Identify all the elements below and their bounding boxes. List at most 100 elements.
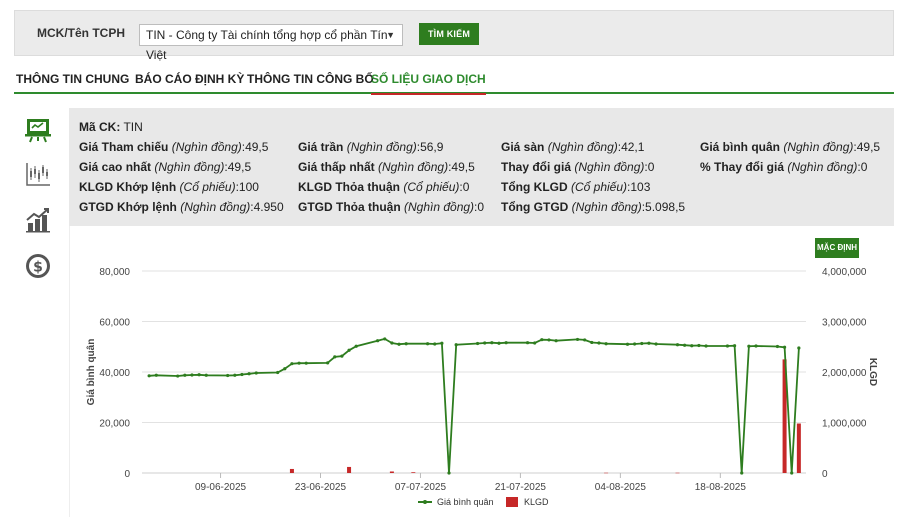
info-unit: (Nghìn đồng): [404, 200, 475, 214]
price-point: [433, 342, 437, 346]
price-point: [675, 343, 680, 347]
tab-periodic-reports[interactable]: BÁO CÁO ĐỊNH KỲ: [135, 72, 245, 86]
price-point: [475, 341, 480, 346]
price-point: [290, 362, 294, 366]
info-label: Giá cao nhất: [79, 160, 152, 174]
price-point: [483, 341, 487, 345]
price-point: [154, 373, 158, 377]
price-point: [240, 372, 244, 377]
price-point: [376, 339, 380, 343]
info-unit: (Nghìn đồng): [787, 160, 858, 174]
info-label: Giá thấp nhất: [298, 160, 375, 174]
price-point: [454, 343, 458, 347]
price-point: [397, 342, 401, 346]
info-label: GTGD Khớp lệnh: [79, 200, 177, 214]
price-point: [390, 341, 394, 345]
info-label: Giá sàn: [501, 140, 545, 154]
tab-disclosures[interactable]: THÔNG TIN CÔNG BỐ: [247, 72, 374, 86]
price-volume-chart[interactable]: 0 20,000 40,000 60,000 80,000 0 1,000,000 2,000…: [70, 226, 895, 517]
presentation-board-icon[interactable]: [24, 116, 54, 146]
default-view-button[interactable]: MẶC ĐỊNH: [815, 238, 859, 258]
price-point: [404, 342, 408, 346]
info-value: :4.950: [250, 200, 284, 214]
volume-bar: [796, 423, 801, 473]
info-average-price: Giá bình quân (Nghìn đồng):49,5: [700, 140, 880, 154]
info-highest-price: Giá cao nhất (Nghìn đồng):49,5: [79, 160, 251, 174]
y-tick-label: 60,000: [99, 318, 130, 329]
price-point: [647, 341, 651, 345]
y2-tick-label: 0: [822, 469, 828, 480]
info-label: GTGD Thỏa thuận: [298, 200, 401, 214]
info-unit: (Nghìn đồng): [171, 140, 242, 154]
dollar-coin-icon[interactable]: $: [24, 252, 54, 282]
trading-info-panel: Mã CK: TIN Giá Tham chiếu (Nghìn đồng):4…: [69, 108, 894, 226]
candlestick-chart-icon[interactable]: [24, 160, 54, 190]
price-line: [149, 337, 800, 474]
price-point: [790, 471, 794, 475]
price-point: [504, 341, 508, 345]
search-button[interactable]: TÌM KIẾM: [419, 23, 479, 45]
volume-bar: [782, 359, 787, 473]
x-tick-label: 09-06-2025: [195, 482, 247, 493]
volume-bar: [675, 472, 680, 474]
tab-bar: THÔNG TIN CHUNG BÁO CÁO ĐỊNH KỲ THÔNG TI…: [14, 64, 894, 95]
info-negotiated-value: GTGD Thỏa thuận (Nghìn đồng):0: [298, 200, 484, 214]
price-point: [625, 342, 630, 346]
info-unit: (Nghìn đồng): [378, 160, 449, 174]
price-point: [204, 373, 208, 377]
y-axis-title: Giá bình quân: [86, 339, 97, 406]
y-tick-label: 40,000: [99, 368, 130, 379]
info-label: Thay đổi giá: [501, 160, 572, 174]
tab-trading-data[interactable]: SỐ LIỆU GIAO DỊCH: [371, 72, 486, 95]
price-point: [254, 371, 258, 375]
volume-bar: [604, 472, 609, 474]
price-point: [747, 344, 751, 348]
price-point: [297, 361, 301, 365]
info-label: Mã CK:: [79, 120, 121, 134]
info-value: :0: [644, 160, 655, 174]
info-unit: (Nghìn đồng): [783, 140, 854, 154]
price-point: [533, 341, 537, 345]
info-label: Tổng GTGD: [501, 200, 569, 214]
info-label: Giá Tham chiếu: [79, 140, 169, 154]
info-unit: (Nghìn đồng): [154, 160, 225, 174]
price-point: [197, 373, 201, 377]
price-point: [326, 361, 330, 365]
info-total-value: Tổng GTGD (Nghìn đồng):5.098,5: [501, 200, 685, 214]
price-point: [247, 372, 251, 376]
price-point: [440, 341, 444, 345]
tab-general-info[interactable]: THÔNG TIN CHUNG: [16, 72, 130, 86]
info-reference-price: Giá Tham chiếu (Nghìn đồng):49,5: [79, 140, 268, 154]
bar-growth-chart-icon[interactable]: [24, 206, 54, 236]
price-point: [183, 373, 187, 377]
volume-bar: [389, 471, 394, 473]
legend-label-price: Giá bình quân: [437, 497, 494, 507]
price-point: [276, 370, 280, 375]
info-total-volume: Tổng KLGD (Cổ phiếu):103: [501, 180, 650, 194]
company-select[interactable]: TIN - Công ty Tài chính tổng hợp cổ phần…: [139, 24, 403, 62]
y-tick-label: 80,000: [99, 267, 130, 278]
price-point: [640, 341, 644, 346]
price-point: [597, 341, 601, 345]
price-point: [525, 341, 530, 345]
y2-tick-label: 4,000,000: [822, 267, 867, 278]
info-price-change-percent: % Thay đổi giá (Nghìn đồng):0: [700, 160, 867, 174]
price-point: [226, 373, 230, 378]
price-point: [697, 343, 701, 348]
info-lowest-price: Giá thấp nhất (Nghìn đồng):49,5: [298, 160, 475, 174]
price-point: [797, 346, 801, 350]
legend-label-volume: KLGD: [524, 497, 549, 507]
info-label: Tổng KLGD: [501, 180, 568, 194]
legend-line-marker: [423, 500, 427, 504]
info-value: :103: [627, 180, 651, 194]
price-point: [333, 355, 337, 359]
price-point: [604, 342, 608, 346]
info-ticker: Mã CK: TIN: [79, 120, 143, 134]
price-point: [633, 342, 637, 346]
volume-bar: [411, 472, 416, 473]
price-volume-chart-area: 0 20,000 40,000 60,000 80,000 0 1,000,000 2,000…: [69, 226, 894, 517]
x-tick-label: 04-08-2025: [595, 482, 647, 493]
price-point: [690, 344, 694, 348]
price-point: [176, 374, 180, 378]
info-unit: (Nghìn đồng): [346, 140, 417, 154]
